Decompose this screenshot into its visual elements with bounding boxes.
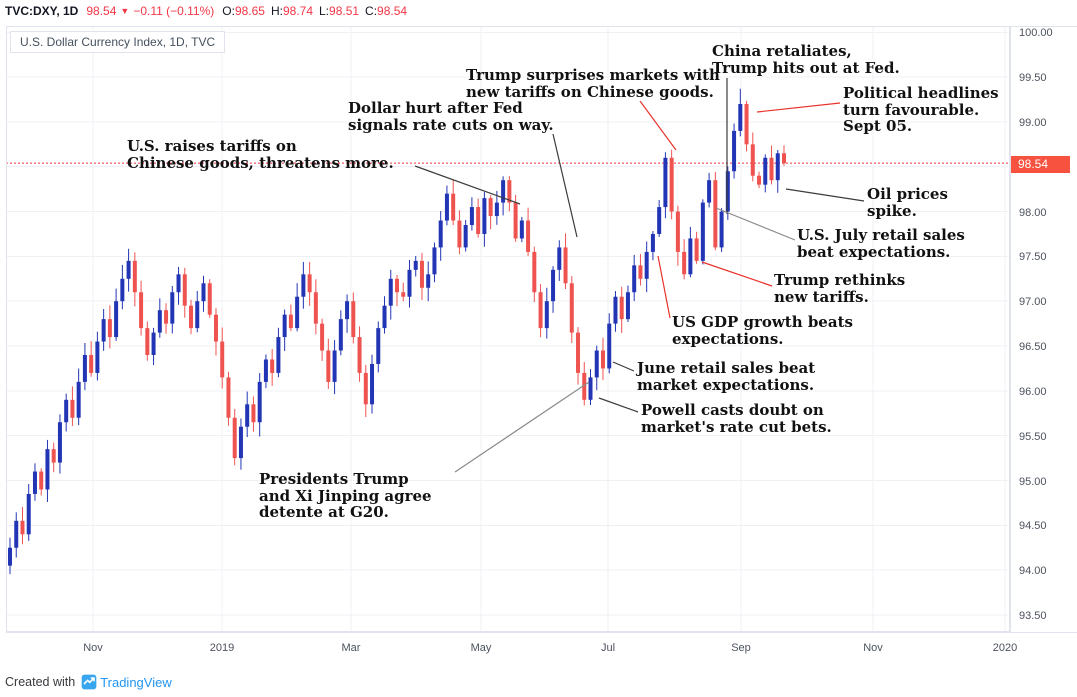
- gridlines: [6, 26, 1010, 632]
- price-tick-label: 95.50: [1019, 430, 1047, 443]
- candlestick-chart[interactable]: [6, 26, 1010, 632]
- time-tick-label: Jul: [600, 642, 616, 654]
- price-tick-label: 99.00: [1019, 116, 1047, 129]
- time-tick-label: Nov: [863, 642, 883, 654]
- symbol-label: TVC:DXY, 1D: [5, 4, 79, 18]
- low-value: L:98.51: [319, 4, 360, 18]
- high-value: H:98.74: [270, 4, 313, 18]
- candlestick-series: [8, 88, 786, 575]
- price-tick-label: 95.00: [1019, 475, 1047, 488]
- ohlc-header: TVC:DXY, 1D 98.54 ▼ −0.11 (−0.11%) O:98.…: [5, 3, 409, 19]
- time-tick-label: Mar: [341, 642, 361, 654]
- price-tick-label: 94.50: [1019, 520, 1047, 533]
- ohlc-values: O:98.65 H:98.74 L:98.51 C:98.54: [222, 4, 409, 18]
- price-change-value: −0.11 (−0.11%): [133, 4, 215, 18]
- tradingview-link[interactable]: TradingView: [81, 674, 172, 690]
- price-tick-label: 97.00: [1019, 296, 1047, 309]
- price-tick-label: 99.50: [1019, 72, 1047, 85]
- price-tick-label: 97.50: [1019, 251, 1047, 264]
- time-tick-label: 2019: [209, 642, 235, 654]
- price-tick-label: 98.00: [1019, 206, 1047, 219]
- price-tick-label: 94.00: [1019, 565, 1047, 578]
- last-price-badge: 98.54: [1011, 156, 1070, 174]
- open-value: O:98.65: [222, 4, 265, 18]
- price-tick-label: 96.50: [1019, 341, 1047, 354]
- time-axis[interactable]: Nov 2019 Mar May Jul Sep Nov 2020: [6, 632, 1077, 662]
- time-tick-label: May: [470, 642, 492, 654]
- chart-plot-area[interactable]: U.S. Dollar Currency Index, 1D, TVC U.S.…: [6, 26, 1010, 632]
- annotation-leader-lines: [414, 78, 865, 473]
- price-down-arrow-icon: ▼: [120, 5, 130, 16]
- price-tick-label: 93.50: [1019, 609, 1047, 622]
- created-with-label: Created with: [5, 675, 76, 689]
- price-tick-label: 100.00: [1019, 27, 1053, 40]
- last-price-value: 98.54: [86, 4, 117, 18]
- plot-border: [6, 26, 1010, 632]
- price-change-group: 98.54 ▼ −0.11 (−0.11%): [86, 4, 214, 18]
- tradingview-logo-icon: [81, 674, 97, 690]
- time-tick-label: Sep: [731, 642, 751, 654]
- time-tick-label: 2020: [992, 642, 1018, 654]
- close-value: C:98.54: [365, 4, 408, 18]
- price-tick-label: 96.00: [1019, 385, 1047, 398]
- tradingview-wordmark: TradingView: [100, 674, 172, 690]
- attribution-footer: Created with TradingView: [5, 671, 172, 693]
- price-axis[interactable]: 98.54 100.0099.5099.0098.5098.0097.5097.…: [1010, 26, 1077, 632]
- chart-legend: U.S. Dollar Currency Index, 1D, TVC: [10, 31, 226, 53]
- time-tick-label: Nov: [83, 642, 103, 654]
